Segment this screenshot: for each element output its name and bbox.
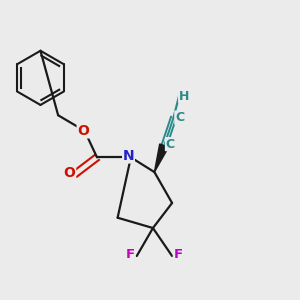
Text: N: N bbox=[123, 149, 134, 163]
Text: F: F bbox=[126, 248, 135, 261]
Text: F: F bbox=[173, 248, 182, 261]
Text: C: C bbox=[166, 138, 175, 151]
Text: C: C bbox=[175, 111, 184, 124]
Text: O: O bbox=[77, 124, 89, 138]
Text: H: H bbox=[179, 90, 189, 103]
Polygon shape bbox=[154, 144, 169, 172]
Text: O: O bbox=[64, 166, 76, 180]
